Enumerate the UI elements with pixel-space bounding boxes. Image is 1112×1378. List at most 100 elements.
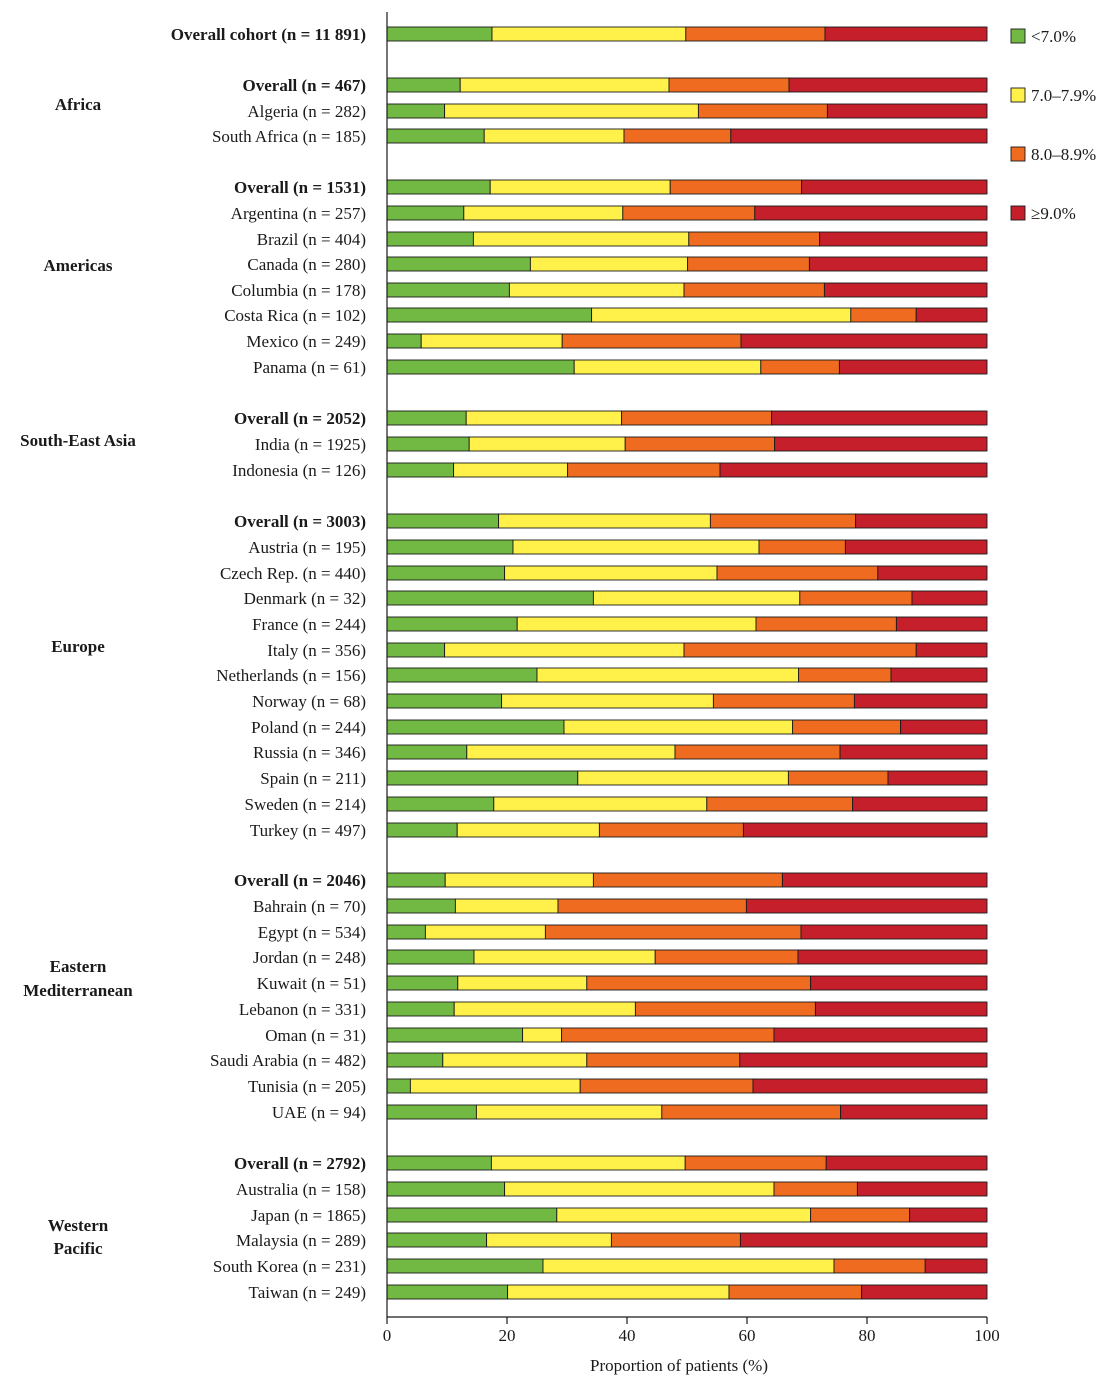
bar-segment-6-1: [386, 205, 465, 221]
bar-segment-12-1: [386, 359, 575, 375]
bar-segment-29-3: [592, 872, 783, 888]
bar-segment-35-4: [773, 1027, 988, 1043]
bar-segment-32-2: [473, 949, 656, 965]
bar-segment-22-3: [798, 667, 892, 683]
row-label: India (n = 1925): [255, 435, 366, 454]
bar-segment-30-1: [386, 898, 456, 914]
bar-segment-23-2: [501, 693, 714, 709]
bar-segment-22-4: [890, 667, 988, 683]
bar-segment-2-4: [788, 77, 988, 93]
bar-segment-21-4: [915, 642, 988, 658]
bar-segment-1-2: [491, 26, 687, 42]
row-label: Sweden (n = 214): [245, 795, 366, 814]
bar-segment-22-2: [536, 667, 800, 683]
row-label: France (n = 244): [252, 615, 366, 634]
bar-segment-18-4: [877, 565, 988, 581]
bar-segment-30-3: [557, 898, 747, 914]
row-label: Overall cohort (n = 11 891): [171, 25, 366, 44]
bar-segment-44-4: [861, 1284, 988, 1300]
bar-segment-24-3: [792, 719, 902, 735]
bar-segment-16-2: [498, 513, 711, 529]
row-label: South Korea (n = 231): [213, 1257, 366, 1276]
bar-segment-38-1: [386, 1104, 477, 1120]
bar-segment-31-4: [800, 924, 988, 940]
legend-label: ≥9.0%: [1031, 204, 1076, 223]
bar-segment-12-3: [760, 359, 840, 375]
bar-segment-4-2: [483, 128, 625, 144]
bar-segment-4-1: [386, 128, 485, 144]
bar-segment-5-3: [669, 179, 803, 195]
bar-segment-27-4: [852, 796, 988, 812]
bar-segment-11-1: [386, 333, 422, 349]
bar-segment-19-1: [386, 590, 594, 606]
bar-segment-34-2: [453, 1001, 636, 1017]
bar-segment-14-2: [468, 436, 626, 452]
row-label: Egypt (n = 534): [258, 923, 366, 942]
bar-segment-33-4: [810, 975, 988, 991]
bar-segment-37-2: [409, 1078, 581, 1094]
bar-segment-1-4: [824, 26, 988, 42]
legend-label: <7.0%: [1031, 27, 1076, 46]
bar-segment-44-3: [728, 1284, 863, 1300]
bar-segment-40-4: [856, 1181, 988, 1197]
bar-segment-10-2: [591, 307, 852, 323]
bar-segment-16-3: [709, 513, 857, 529]
group-label: Western: [48, 1216, 109, 1235]
row-label: Saudi Arabia (n = 482): [210, 1051, 366, 1070]
row-label: Argentina (n = 257): [231, 204, 366, 223]
bar-segment-40-1: [386, 1181, 506, 1197]
row-label: Turkey (n = 497): [250, 821, 366, 840]
bar-segment-4-3: [623, 128, 732, 144]
bar-segment-3-3: [697, 103, 828, 119]
bar-segment-20-4: [895, 616, 988, 632]
bar-segment-32-1: [386, 949, 475, 965]
bar-segment-27-3: [706, 796, 854, 812]
bar-segment-31-1: [386, 924, 426, 940]
bar-segment-36-1: [386, 1052, 444, 1068]
bar-segment-6-3: [622, 205, 756, 221]
bar-segment-10-3: [850, 307, 917, 323]
bar-segment-29-2: [444, 872, 594, 888]
bar-segment-36-3: [586, 1052, 741, 1068]
bar-segment-41-2: [556, 1207, 812, 1223]
row-label: Malaysia (n = 289): [236, 1231, 366, 1250]
bar-segment-20-1: [386, 616, 518, 632]
row-label: Oman (n = 31): [265, 1026, 366, 1045]
bar-segment-15-1: [386, 462, 455, 478]
group-label: South-East Asia: [20, 431, 136, 450]
row-label: Overall (n = 2052): [234, 409, 366, 428]
bar-segment-25-2: [466, 744, 676, 760]
bar-segment-17-2: [512, 539, 760, 555]
bar-segment-3-1: [386, 103, 446, 119]
bar-segment-19-2: [592, 590, 801, 606]
bar-segment-24-2: [563, 719, 794, 735]
bar-segment-18-3: [716, 565, 879, 581]
bar-segment-26-1: [386, 770, 579, 786]
bar-segment-8-4: [808, 256, 988, 272]
bar-segment-42-4: [739, 1232, 988, 1248]
bar-segment-37-4: [752, 1078, 988, 1094]
bar-segment-44-1: [386, 1284, 509, 1300]
bar-segment-32-3: [654, 949, 799, 965]
bar-segment-38-2: [475, 1104, 663, 1120]
bar-segment-24-4: [900, 719, 988, 735]
bar-segment-4-4: [730, 128, 988, 144]
bar-segment-42-3: [610, 1232, 741, 1248]
bar-segment-7-3: [688, 231, 821, 247]
bar-segment-36-2: [442, 1052, 588, 1068]
bar-segment-41-1: [386, 1207, 558, 1223]
row-label: South Africa (n = 185): [212, 127, 366, 146]
group-label: Eastern: [50, 957, 107, 976]
bar-segment-21-2: [444, 642, 685, 658]
bar-segment-12-4: [838, 359, 988, 375]
group-label: Mediterranean: [23, 981, 133, 1000]
bar-segment-6-2: [463, 205, 624, 221]
bar-segment-38-3: [661, 1104, 842, 1120]
bar-segment-11-4: [740, 333, 988, 349]
row-labels-layer: Overall cohort (n = 11 891) Overall (n = …: [171, 25, 366, 1302]
bar-segment-41-3: [810, 1207, 911, 1223]
row-label: Overall (n = 1531): [234, 178, 366, 197]
bar-segment-3-2: [444, 103, 699, 119]
bar-segment-13-3: [621, 410, 773, 426]
